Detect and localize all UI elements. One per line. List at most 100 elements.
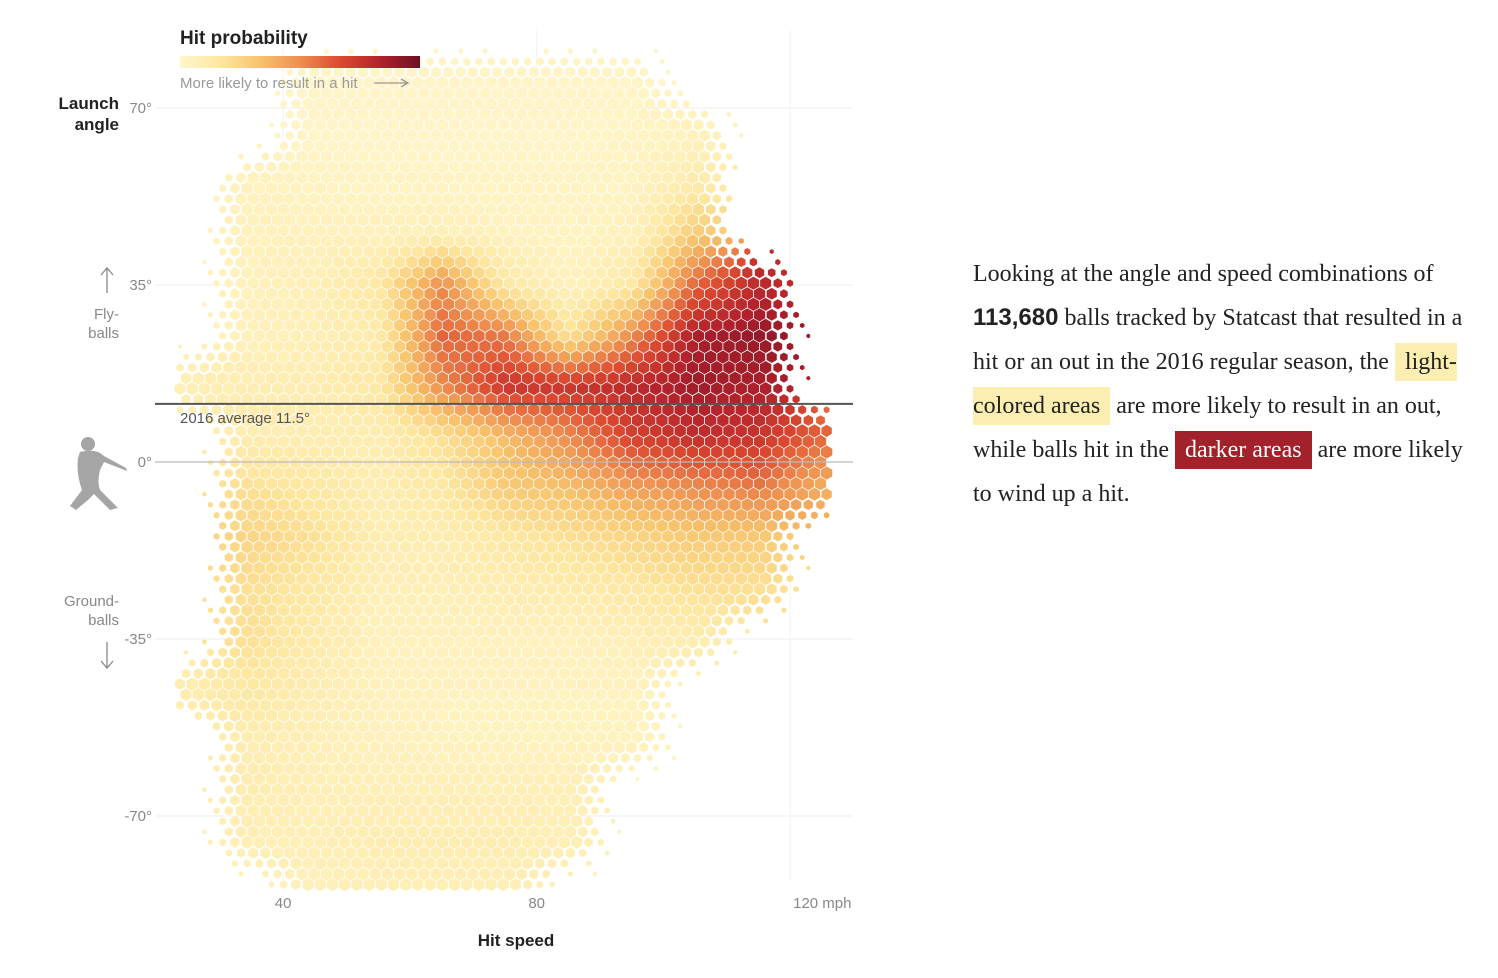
hex-bin (778, 434, 790, 449)
hex-bin (308, 192, 320, 206)
hex-bin (230, 604, 240, 616)
hex-bin (230, 246, 240, 257)
hex-bin (192, 688, 204, 702)
hex-bin (753, 477, 766, 491)
hex-bin (576, 128, 589, 143)
hex-bin (418, 698, 430, 712)
hex-bin (266, 161, 277, 173)
hex-bin (375, 160, 387, 174)
hex-bin (485, 97, 497, 111)
hex-bin (607, 266, 619, 280)
hex-bin (369, 550, 381, 565)
hex-bin (635, 776, 640, 782)
hex-bin (523, 879, 533, 890)
hex-bin (509, 350, 522, 364)
hex-bin (454, 424, 467, 438)
hex-bin (601, 192, 613, 206)
hex-bin (719, 184, 727, 193)
hex-bin (430, 297, 442, 311)
hex-bin (412, 181, 424, 195)
hex-bin (430, 234, 442, 248)
hex-bin (381, 508, 394, 522)
hex-bin (528, 698, 540, 712)
hex-bin (686, 213, 699, 227)
hex-bin (473, 603, 485, 617)
hex-bin (686, 635, 699, 649)
hex-bin (357, 846, 369, 860)
hex-bin (357, 783, 369, 797)
hex-bin (503, 255, 516, 269)
hex-bin (424, 835, 436, 849)
hex-bin (339, 666, 351, 681)
hex-bin (778, 477, 790, 491)
hex-bin (717, 477, 729, 491)
hex-bin (631, 709, 644, 723)
hex-bin (651, 721, 660, 731)
hex-bin (564, 171, 577, 185)
hex-bin (528, 529, 540, 543)
hex-bin (357, 698, 369, 712)
hex-bin (747, 466, 760, 480)
hex-bin (595, 245, 607, 259)
hex-bin (515, 86, 528, 100)
hex-bin (265, 350, 278, 364)
hex-bin (308, 508, 320, 522)
hex-bin (570, 118, 583, 132)
hex-bin (705, 245, 717, 258)
hex-bin (265, 498, 278, 512)
hex-bin (436, 202, 448, 216)
hex-bin (595, 730, 607, 744)
hex-bin (714, 660, 720, 666)
hex-bin (540, 614, 552, 628)
hex-bin (753, 287, 766, 301)
hex-bin (418, 255, 430, 269)
hex-bin (369, 740, 381, 754)
hex-bin (572, 57, 581, 66)
hex-bin (280, 121, 287, 129)
hex-bin (613, 297, 625, 311)
hex-bin (253, 371, 265, 385)
hex-bin (247, 297, 259, 311)
hex-bin (747, 318, 760, 332)
hex-bin (381, 656, 394, 670)
hex-bin (473, 856, 485, 870)
hex-bin (656, 202, 668, 216)
hex-bin (278, 561, 290, 575)
hex-bin (442, 572, 455, 586)
hex-bin (792, 395, 800, 404)
hex-bin (699, 213, 710, 227)
hex-bin (259, 698, 272, 712)
hex-bin (184, 650, 189, 655)
hex-bin (674, 150, 686, 164)
hex-bin (674, 487, 686, 501)
hex-bin (454, 403, 467, 417)
hex-bin (631, 76, 644, 90)
hex-bin (314, 434, 326, 449)
hex-bin (485, 308, 497, 322)
hex-bin (442, 529, 455, 543)
hex-bin (644, 645, 656, 659)
hex-bin (375, 350, 387, 364)
hex-bin (387, 730, 400, 744)
hex-bin (393, 318, 406, 332)
hex-bin (320, 804, 333, 818)
hex-bin (375, 519, 387, 533)
hex-bin (473, 223, 485, 238)
hex-bin (314, 793, 326, 807)
hex-bin (491, 635, 503, 649)
hex-bin (357, 656, 369, 670)
hex-bin (247, 318, 259, 332)
hex-bin (253, 519, 265, 533)
hex-bin (473, 413, 485, 427)
hex-bin (393, 867, 406, 881)
hex-bin (461, 666, 473, 681)
hex-bin (637, 593, 650, 607)
hex-bin (448, 624, 461, 638)
hex-bin (564, 403, 577, 417)
y-axis-title-line2: angle (75, 115, 119, 134)
hex-bin (717, 266, 729, 280)
hex-bin (387, 266, 400, 280)
hex-bin (320, 234, 333, 248)
hex-bin (454, 339, 467, 354)
hex-bin (224, 194, 233, 204)
